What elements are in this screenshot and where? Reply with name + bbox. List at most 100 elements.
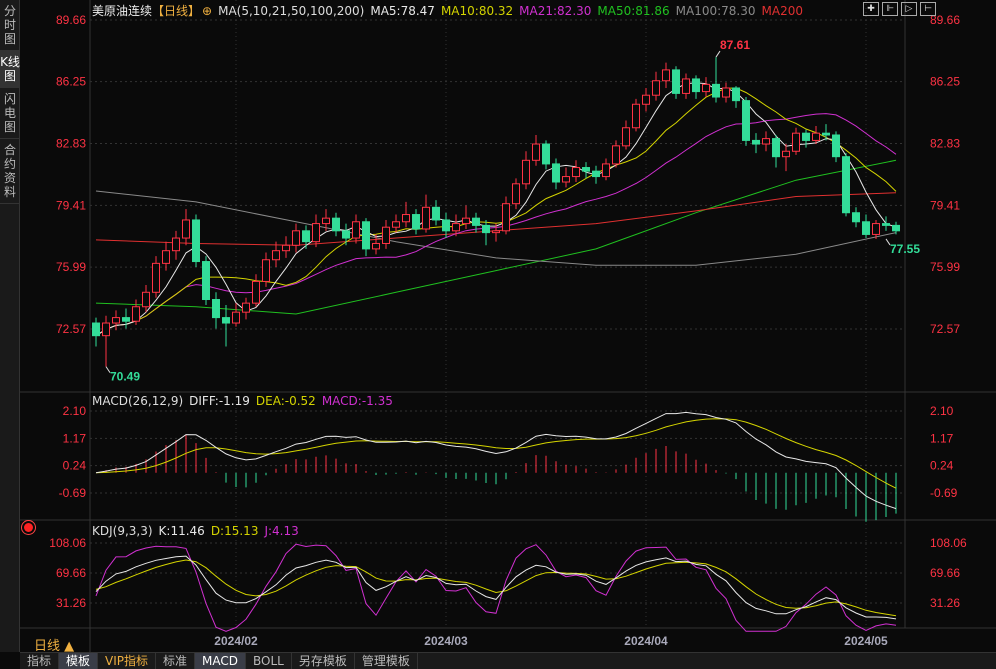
candle-down [892,224,900,232]
zoom-in-icon[interactable]: ⊩ [882,2,898,16]
candle-up [312,223,320,243]
instrument-name: 美原油连续 [92,4,153,18]
indicator-value: DEA:-0.52 [255,394,316,408]
period-tag: 【日线】 [152,4,201,18]
candle-down [742,100,750,141]
bottom-tab-1[interactable]: 模板 [59,653,99,669]
indicator-value: D:15.13 [210,524,259,538]
candle-up [112,317,120,324]
candle-up [392,221,400,228]
play-icon[interactable]: ▷ [901,2,917,16]
macd-title: MACD(26,12,9) [92,394,184,408]
candle-down [92,322,100,337]
crosshair-icon[interactable]: ✚ [863,2,879,16]
annotation-pointer [105,366,111,373]
y-tick-label: -0.69 [59,486,87,500]
candle-down [482,224,490,234]
ma10-line [95,87,897,337]
y-tick-label-right: 72.57 [930,322,960,336]
move-right-icon[interactable]: ⊢ [920,2,936,16]
sidebar-tab-1[interactable]: K线图 [0,51,20,88]
candle-up [132,306,140,322]
candle-down [302,230,310,243]
candle-down [552,163,560,183]
candle-down [592,170,600,178]
view-sidebar: 分时图 K线图 闪电图 合约资料 [0,0,20,652]
candle-up [642,94,650,105]
sidebar-tab-0[interactable]: 分时图 [0,0,20,51]
bottom-tab-6[interactable]: 另存模板 [292,653,355,669]
y-tick-label-right: 108.06 [930,536,967,550]
y-tick-label: 69.66 [56,566,86,580]
price-annotation: 77.55 [890,242,920,256]
bottom-tab-0[interactable]: 指标 [20,653,60,669]
candle-up [612,145,620,165]
candle-down [442,219,450,232]
candle-up [462,217,470,225]
bottom-tab-3[interactable]: 标准 [156,653,196,669]
y-tick-label-right: 0.24 [930,459,954,473]
ma-value: MA100:78.30 [675,4,756,18]
candle-up [602,163,610,178]
candle-up [762,138,770,145]
sidebar-tab-2[interactable]: 闪电图 [0,88,20,139]
y-tick-label-right: 82.83 [930,136,960,150]
candle-up [152,262,160,293]
bottom-tab-7[interactable]: 管理模板 [355,653,418,669]
bottom-tab-2[interactable]: VIP指标 [98,653,157,669]
candle-down [192,219,200,263]
crosshair-toggle-icon[interactable]: ⊕ [202,4,213,18]
bottom-tab-4[interactable]: MACD [195,653,247,669]
candle-down [832,134,840,158]
candle-down [732,87,740,102]
y-tick-label-right: 69.66 [930,566,960,580]
candle-up [812,132,820,141]
candle-up [272,250,280,261]
ma-value: MA200 [761,4,803,18]
settings-icon[interactable] [24,523,33,532]
candle-up [662,69,670,82]
main-legend: 美原油连续【日线】 ⊕ MA(5,10,21,50,100,200) MA5:78.4… [92,2,815,19]
price-annotation: 87.61 [720,38,750,52]
candle-up [452,223,460,232]
x-tick-label: 2024/05 [844,634,888,648]
bottom-tabbar: 指标 模板 VIP指标 标准 MACD BOLL 另存模板 管理模板 [20,652,996,669]
candle-up [702,83,710,93]
candle-up [722,87,730,98]
j-line [95,543,897,632]
candle-up [162,250,170,264]
dea-line [95,418,897,489]
ma-value: MA5:78.47 [370,4,435,18]
candle-up [252,280,260,304]
diff-line [95,411,897,510]
ma-value: MA50:81.86 [597,4,670,18]
k-line [95,555,897,620]
indicator-value: J:4.13 [264,524,299,538]
candle-down [842,156,850,214]
candle-up [182,219,190,239]
candle-up [572,167,580,178]
candle-down [542,143,550,165]
candle-up [782,150,790,158]
period-selector[interactable]: 日线 ▲ [34,639,75,654]
kline-chart[interactable]: 89.66 89.66 86.25 86.25 82.83 82.83 79.41 79.41… [0,0,996,652]
y-tick-label-right: 2.10 [930,404,954,418]
y-tick-label: 75.99 [56,260,86,274]
sidebar-tab-3[interactable]: 合约资料 [0,139,20,204]
y-tick-label: 0.24 [63,459,87,473]
indicator-value: DIFF:-1.19 [189,394,250,408]
candle-down [772,138,780,158]
candle-down [862,221,870,235]
y-tick-label-right: -0.69 [930,486,958,500]
bottom-tab-5[interactable]: BOLL [246,653,292,669]
candle-down [222,317,230,324]
kdj-legend: KDJ(9,3,3) K:11.46 D:15.13 J:4.13 [92,524,305,538]
candle-up [282,244,290,252]
ma-value: MA21:82.30 [519,4,592,18]
ma50-line [95,159,897,315]
candle-up [242,302,250,313]
candle-down [852,212,860,223]
candle-up [512,183,520,205]
d-line [95,559,897,617]
x-tick-label: 2024/04 [624,634,668,648]
